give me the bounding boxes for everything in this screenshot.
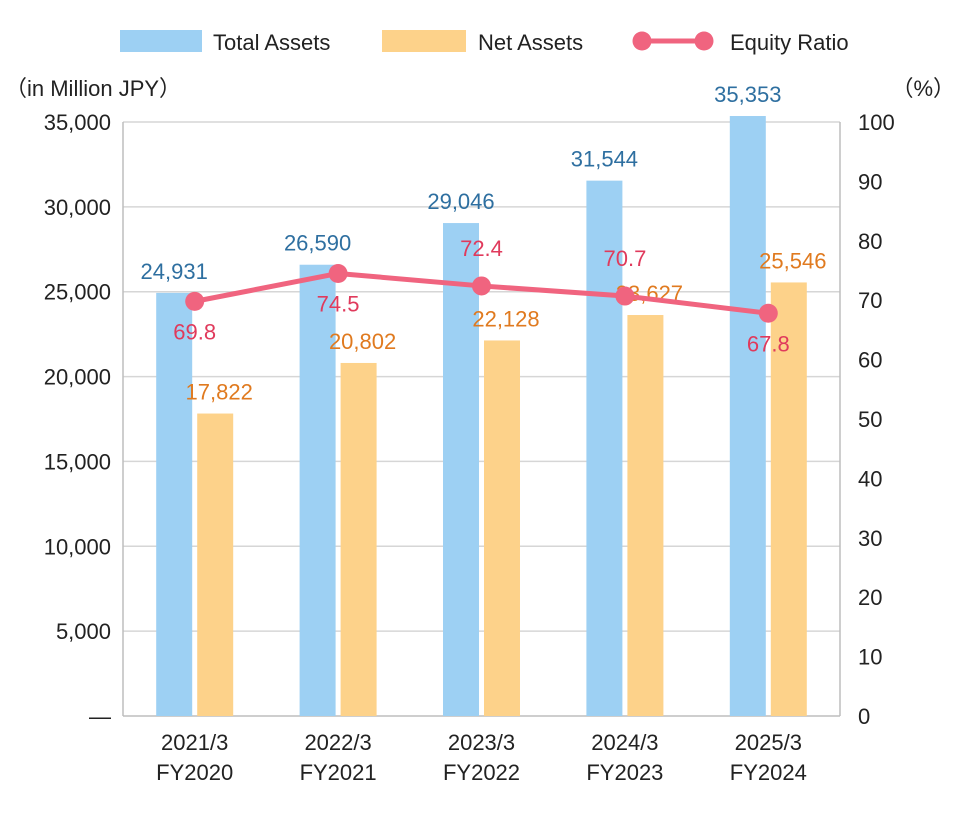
total-assets-bar (729, 116, 766, 716)
equity-ratio-data-label: 72.4 (460, 236, 503, 261)
equity-ratio-points (185, 263, 778, 323)
category-label-fy: FY2023 (586, 760, 663, 785)
total-assets-data-label: 31,544 (571, 147, 638, 172)
equity-ratio-data-label: 74.5 (317, 291, 360, 316)
left-tick-label: 20,000 (44, 365, 111, 390)
equity-ratio-point (328, 263, 348, 283)
legend-equity-ratio-label: Equity Ratio (730, 30, 849, 55)
net-assets-data-label: 25,546 (759, 248, 826, 273)
equity-ratio-point (758, 303, 778, 323)
total-assets-bar (586, 180, 623, 716)
category-label-fy: FY2020 (156, 760, 233, 785)
total-assets-bar (156, 292, 193, 716)
net-assets-bar (197, 413, 234, 716)
total-assets-data-label: 26,590 (284, 231, 351, 256)
right-tick-label: 100 (858, 110, 895, 135)
right-tick-label: 60 (858, 348, 882, 373)
equity-ratio-point (615, 286, 635, 306)
left-tick-label: 5,000 (56, 619, 111, 644)
legend-total-assets-swatch (120, 30, 202, 52)
right-tick-label: 0 (858, 704, 870, 729)
total-assets-bar (299, 264, 336, 716)
net-assets-bar (627, 315, 664, 716)
right-tick-label: 70 (858, 288, 882, 313)
left-tick-label: 10,000 (44, 534, 111, 559)
right-tick-labels: 0 10 20 30 40 50 60 70 80 90 100 (858, 110, 895, 729)
left-tick-label: 35,000 (44, 110, 111, 135)
right-tick-label: 50 (858, 407, 882, 432)
category-label-fy: FY2021 (300, 760, 377, 785)
total-assets-labels: 24,931 26,590 29,046 31,544 35,353 (141, 82, 782, 284)
category-label-date: 2025/3 (735, 730, 802, 755)
net-assets-data-label: 17,822 (186, 380, 253, 405)
legend: Total Assets Net Assets Equity Ratio (120, 30, 849, 55)
left-tick-label: 15,000 (44, 449, 111, 474)
category-label-date: 2023/3 (448, 730, 515, 755)
left-tick-label: 30,000 (44, 195, 111, 220)
category-label-fy: FY2024 (730, 760, 807, 785)
right-tick-label: 30 (858, 526, 882, 551)
total-assets-data-label: 24,931 (141, 259, 208, 284)
category-label-date: 2022/3 (304, 730, 371, 755)
category-label-fy: FY2022 (443, 760, 520, 785)
legend-total-assets-label: Total Assets (213, 30, 330, 55)
legend-net-assets-swatch (382, 30, 466, 52)
net-assets-data-label: 22,128 (472, 306, 539, 331)
left-unit-label: （in Million JPY） (5, 76, 181, 101)
right-tick-label: 90 (858, 169, 882, 194)
bars (156, 116, 807, 716)
equity-ratio-labels: 69.8 74.5 72.4 70.7 67.8 (173, 236, 789, 356)
legend-equity-ratio-marker-left (632, 31, 652, 51)
category-label-date: 2024/3 (591, 730, 658, 755)
net-assets-data-label: 20,802 (329, 329, 396, 354)
legend-equity-ratio-marker-right (694, 31, 714, 51)
right-tick-label: 10 (858, 645, 882, 670)
left-tick-label: 25,000 (44, 280, 111, 305)
right-tick-label: 20 (858, 585, 882, 610)
right-tick-label: 80 (858, 229, 882, 254)
net-assets-bar (770, 282, 807, 716)
net-assets-bar (340, 362, 377, 716)
total-assets-data-label: 29,046 (427, 189, 494, 214)
left-tick-label: — (89, 704, 111, 729)
equity-ratio-point (185, 291, 205, 311)
right-tick-label: 40 (858, 466, 882, 491)
right-unit-label: （%） (891, 76, 955, 101)
equity-ratio-point (472, 276, 491, 296)
left-tick-labels: — 5,000 10,000 15,000 20,000 25,000 30,000 35,0… (44, 110, 111, 729)
category-label-date: 2021/3 (161, 730, 228, 755)
equity-ratio-data-label: 69.8 (173, 319, 216, 344)
legend-net-assets-label: Net Assets (478, 30, 583, 55)
total-assets-bar (443, 223, 479, 716)
equity-ratio-data-label: 67.8 (747, 331, 790, 356)
equity-ratio-data-label: 70.7 (603, 246, 646, 271)
net-assets-bar (484, 340, 520, 716)
category-labels: 2021/3 FY2020 2022/3 FY2021 2023/3 FY2022 2024… (156, 730, 807, 785)
total-assets-data-label: 35,353 (714, 82, 781, 107)
